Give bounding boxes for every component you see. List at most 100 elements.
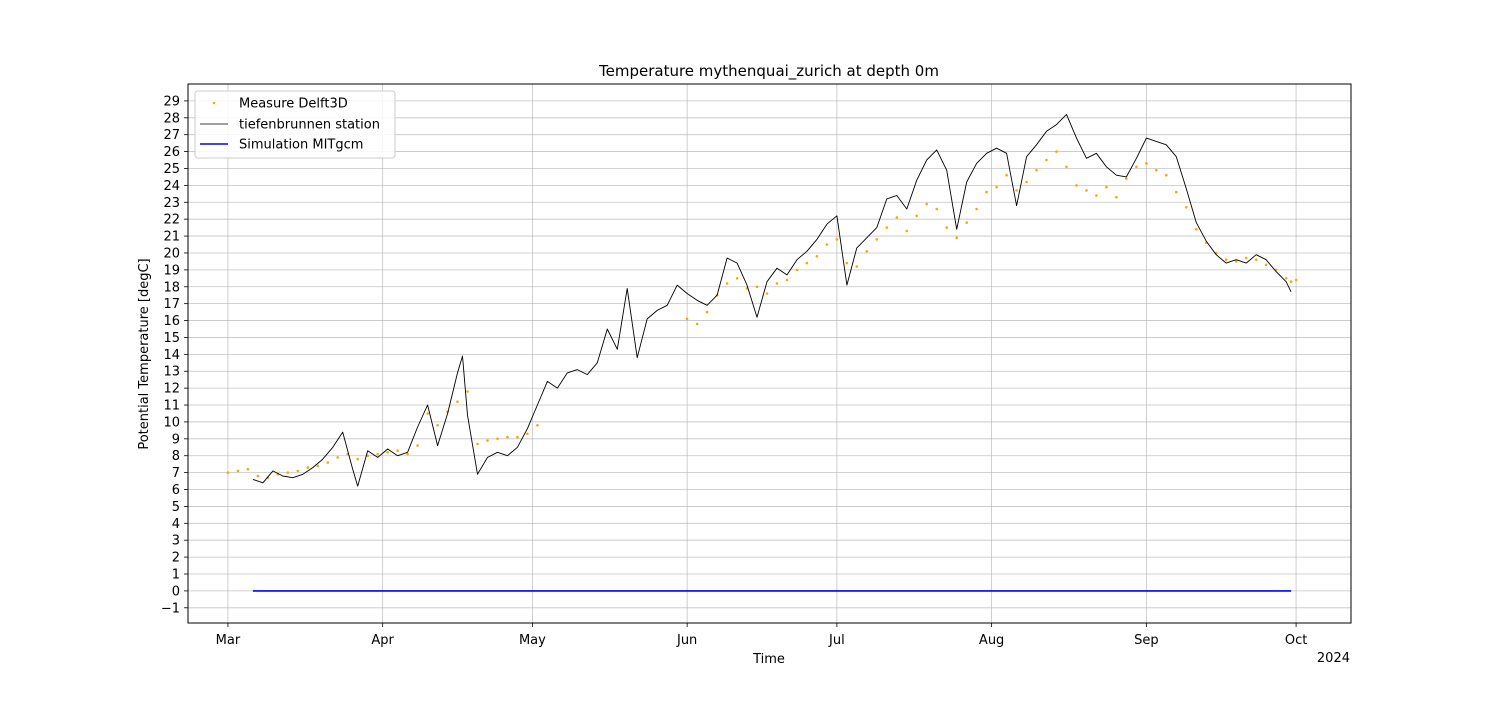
data-point xyxy=(985,190,988,194)
data-point xyxy=(765,292,769,295)
data-point xyxy=(1294,278,1298,282)
y-tick-label: 22 xyxy=(163,213,180,228)
y-tick-label: 26 xyxy=(163,145,180,160)
data-point xyxy=(685,317,689,321)
data-point xyxy=(925,202,928,206)
data-point xyxy=(825,243,829,246)
data-point xyxy=(246,467,250,471)
data-point xyxy=(386,451,390,454)
y-tick-label: 5 xyxy=(172,500,180,515)
data-point xyxy=(506,435,509,439)
y-tick-label: 19 xyxy=(163,263,180,278)
data-point xyxy=(1045,158,1048,162)
y-tick-label: 0 xyxy=(172,584,180,599)
data-point xyxy=(1234,260,1238,263)
data-point xyxy=(1185,206,1188,209)
y-tick-label: 16 xyxy=(163,314,180,329)
data-point xyxy=(476,442,479,446)
y-tick-label: −1 xyxy=(161,601,180,616)
data-point xyxy=(426,412,429,415)
data-point xyxy=(725,282,729,285)
data-point xyxy=(1105,185,1108,189)
data-point xyxy=(735,277,739,280)
y-tick-label: 3 xyxy=(172,534,180,549)
data-point xyxy=(1095,194,1098,197)
data-point xyxy=(945,226,948,229)
data-point xyxy=(835,238,839,241)
series-layer xyxy=(226,113,1298,592)
data-point xyxy=(775,282,779,285)
x-tick-label: Oct xyxy=(1285,633,1307,648)
data-point xyxy=(1155,168,1158,172)
data-point xyxy=(496,437,499,441)
data-point xyxy=(1115,195,1118,199)
data-point xyxy=(995,185,998,189)
data-point xyxy=(486,439,489,442)
data-point xyxy=(336,456,340,459)
data-point xyxy=(1125,177,1128,180)
data-point xyxy=(875,238,879,241)
data-point xyxy=(526,432,529,436)
plot-area xyxy=(188,84,1351,623)
y-tick-label: 15 xyxy=(163,331,180,346)
legend-label-measure-delft3d: Measure Delft3D xyxy=(239,97,348,112)
data-point xyxy=(1005,173,1008,177)
plot-frame xyxy=(187,83,1352,624)
data-point xyxy=(236,469,240,473)
x-axis-label: Time xyxy=(752,652,785,667)
y-tick-label: 28 xyxy=(163,111,180,126)
data-point xyxy=(885,226,889,229)
data-point xyxy=(915,214,918,218)
y-axis-label: Potential Temperature [degC] xyxy=(137,258,152,449)
data-point xyxy=(795,268,799,272)
data-point xyxy=(805,261,809,265)
data-point xyxy=(1065,165,1068,169)
data-point xyxy=(376,452,380,456)
data-point xyxy=(316,464,320,468)
x-tick-label: May xyxy=(519,633,546,648)
x-axis: Mar Apr May Jun Jul Aug Sep Oct xyxy=(216,623,1307,648)
data-point xyxy=(1085,189,1088,192)
data-point xyxy=(705,310,709,314)
data-point xyxy=(855,265,859,268)
y-tick-label: 25 xyxy=(163,162,180,177)
year-label: 2024 xyxy=(1317,651,1350,666)
data-point xyxy=(1254,258,1258,262)
x-tick-label: Sep xyxy=(1134,633,1159,648)
data-point xyxy=(1135,165,1138,169)
y-tick-label: 7 xyxy=(172,466,180,481)
y-tick-label: 18 xyxy=(163,280,180,295)
data-point xyxy=(456,400,459,404)
data-point xyxy=(306,466,310,469)
y-tick-label: 2 xyxy=(172,551,180,566)
y-tick-label: 21 xyxy=(163,230,180,245)
data-point xyxy=(286,471,290,474)
y-tick-label: 23 xyxy=(163,196,180,211)
y-tick-label: 24 xyxy=(163,179,180,194)
data-point xyxy=(935,207,938,211)
x-tick-label: Mar xyxy=(216,633,241,648)
data-point xyxy=(1165,173,1168,177)
data-point xyxy=(755,285,759,289)
legend-label-simulation-mitgcm: Simulation MITgcm xyxy=(239,138,363,153)
data-point xyxy=(1055,150,1058,153)
data-point xyxy=(815,254,819,258)
data-point xyxy=(436,424,439,427)
y-tick-label: 17 xyxy=(163,297,180,312)
y-tick-label: 8 xyxy=(172,449,180,464)
y-tick-label: 11 xyxy=(163,399,180,414)
series-tiefenbrunnen-station xyxy=(252,113,1292,487)
data-point xyxy=(1284,277,1288,280)
data-point xyxy=(1264,263,1268,267)
y-tick-label: 9 xyxy=(172,432,180,447)
data-point xyxy=(1244,256,1248,260)
data-point xyxy=(1035,168,1038,172)
data-point xyxy=(1075,184,1078,187)
data-point xyxy=(865,250,869,253)
data-point xyxy=(965,221,968,224)
y-tick-label: 14 xyxy=(163,348,180,363)
legend-label-tiefenbrunnen-station: tiefenbrunnen station xyxy=(239,118,380,133)
data-point xyxy=(366,454,370,458)
data-point xyxy=(895,216,899,219)
